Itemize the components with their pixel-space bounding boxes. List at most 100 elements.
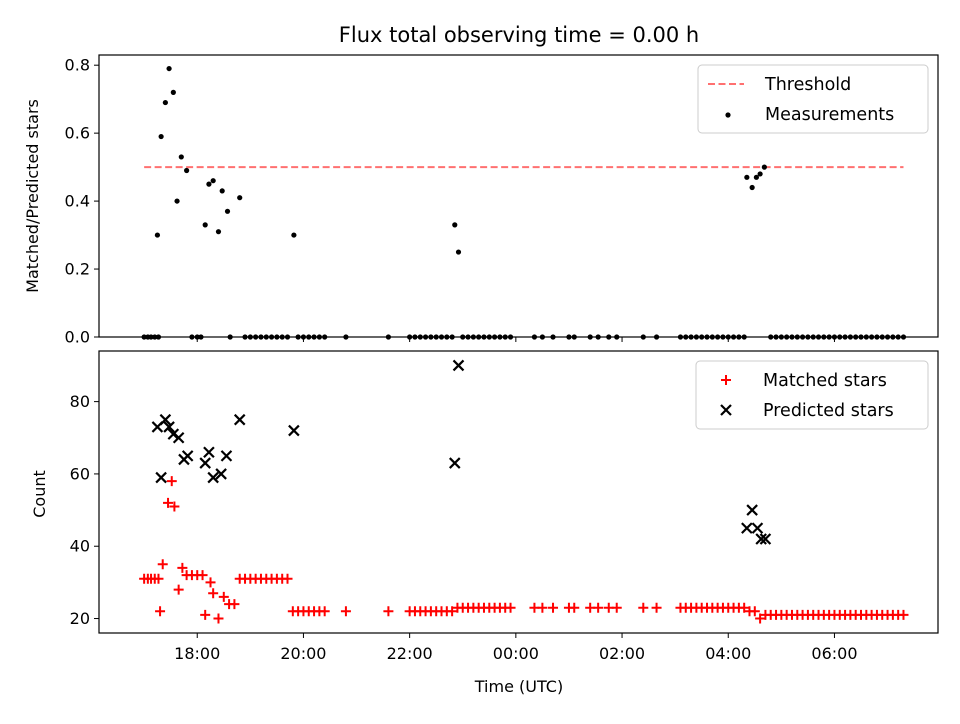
x-tick-label: 00:00 (493, 644, 539, 663)
legend-threshold-label: Threshold (764, 75, 851, 95)
measurement-point (178, 154, 184, 160)
x-tick-label: 02:00 (599, 644, 645, 663)
measurement-point (162, 99, 168, 106)
top-panel: 0.0 0.2 0.4 0.6 0.8 (65, 54, 939, 347)
measurement-point (761, 164, 767, 170)
matched-star-marker (213, 613, 224, 624)
predicted-star-marker (167, 428, 180, 440)
measurement-point (455, 249, 462, 255)
matched-star-marker (638, 602, 649, 613)
bottom-panel: 20 40 60 80 18:00 20:00 22:00 00:00 02:00 04:00 06… (70, 350, 939, 663)
predicted-star-marker (215, 468, 227, 480)
predicted-star-marker (207, 471, 219, 484)
measurement-point (202, 222, 208, 228)
measurement-point (210, 178, 216, 184)
y-tick-label: 0.0 (65, 328, 90, 347)
measurement-point (452, 222, 458, 228)
legend-matched-label: Matched stars (763, 371, 887, 391)
legend-frame (695, 360, 929, 430)
measurement-point (753, 174, 759, 180)
matched-star-marker (611, 602, 622, 613)
predicted-star-marker (452, 359, 465, 372)
matched-star-marker (548, 602, 559, 613)
predicted-star-marker (233, 413, 246, 426)
x-axis-label: Time (UTC) (474, 677, 563, 696)
predicted-star-marker (163, 421, 175, 433)
measurement-point (224, 208, 231, 214)
measurement-point (154, 232, 161, 238)
measurement-point (291, 232, 297, 238)
measurement-point (166, 65, 172, 72)
matched-star-marker (163, 497, 174, 508)
legend-frame (697, 64, 929, 134)
matched-star-marker (173, 584, 184, 595)
measurement-point (170, 89, 176, 95)
measurement-point (184, 167, 190, 174)
predicted-star-marker (746, 504, 758, 516)
matched-star-marker (197, 570, 208, 581)
matched-star-marker (898, 609, 909, 620)
matched-star-marker (157, 559, 168, 570)
matched-star-marker (749, 606, 760, 617)
predicted-star-marker (159, 413, 172, 426)
y-tick-label: 0.2 (65, 260, 90, 279)
matched-star-marker (177, 562, 188, 573)
matched-star-marker (319, 606, 330, 617)
matched-star-marker (166, 476, 177, 487)
matched-star-marker (153, 573, 164, 584)
predicted-star-marker (220, 450, 233, 462)
y-tick-label: 80 (70, 392, 90, 411)
matched-star-marker (755, 613, 766, 624)
x-tick-label: 22:00 (387, 644, 433, 663)
matched-star-marker (340, 606, 351, 617)
measurement-point (744, 174, 750, 180)
top-legend: Threshold Measurements (697, 64, 929, 134)
predicted-star-marker (203, 446, 215, 459)
matched-star-marker (447, 606, 458, 617)
x-tick-label: 04:00 (705, 644, 751, 663)
y-tick-label: 0.8 (65, 56, 90, 75)
y-tick-label: 0.6 (65, 124, 90, 143)
matched-star-marker (155, 606, 166, 617)
matched-star-marker (282, 573, 293, 584)
matched-star-marker (651, 602, 662, 613)
bottom-legend: Matched stars Predicted stars (695, 360, 929, 430)
predicted-star-marker (155, 471, 167, 484)
y-tick-label: 40 (70, 537, 90, 556)
predicted-star-marker (449, 457, 461, 469)
measurement-point (174, 198, 180, 204)
x-tick-label: 06:00 (811, 644, 857, 663)
matched-star-marker (537, 602, 548, 613)
legend-predicted-label: Predicted stars (763, 401, 894, 421)
matched-star-marker (739, 602, 750, 613)
x-tick-label: 18:00 (174, 644, 220, 663)
legend-matched-swatch (721, 375, 731, 385)
measurement-point (158, 133, 164, 140)
predicted-star-marker (181, 450, 194, 462)
matched-star-marker (205, 577, 216, 588)
bottom-y-axis-label: Count (30, 470, 49, 518)
predicted-star-marker (172, 431, 185, 444)
predicted-star-marker (199, 457, 211, 469)
matched-star-marker (505, 602, 516, 613)
x-tick-label: 20:00 (280, 644, 326, 663)
y-tick-label: 60 (70, 464, 90, 483)
predicted-star-marker (755, 533, 767, 545)
axes-frame (98, 350, 939, 634)
matched-star-marker (569, 602, 580, 613)
predicted-star-marker (759, 533, 772, 545)
matched-star-marker (218, 591, 229, 602)
measurement-point (206, 181, 212, 187)
chart-title: Flux total observing time = 0.00 h (339, 23, 699, 47)
measurement-point (757, 171, 763, 177)
y-tick-label: 20 (70, 609, 90, 628)
predicted-star-marker (751, 522, 764, 534)
matched-star-marker (593, 602, 604, 613)
legend-measurements-swatch (725, 112, 731, 118)
predicted-star-marker (741, 522, 753, 534)
top-y-axis-label: Matched/Predicted stars (23, 99, 42, 293)
measurement-point (219, 188, 225, 194)
measurement-point (215, 229, 222, 235)
axes-frame (98, 54, 939, 338)
